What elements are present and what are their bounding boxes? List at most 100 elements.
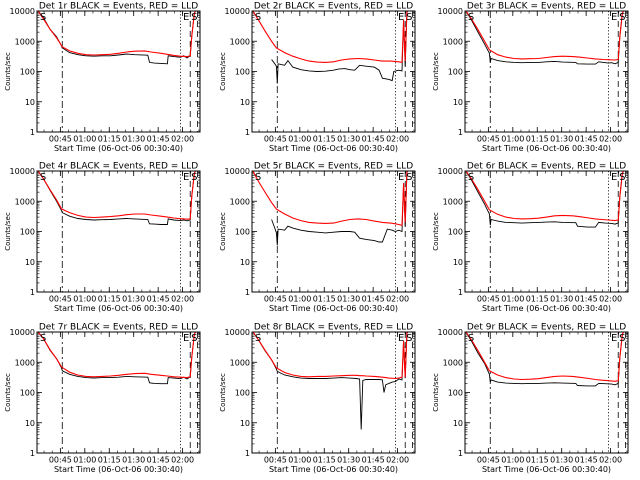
events-line [465,171,624,228]
x-tick-label: 00:45 [264,295,287,304]
y-tick-label: 100 [20,228,35,237]
detector-plot-4: Det 4r BLACK = Events, RED = LLD 1 10 100 10… [4,162,201,313]
x-tick-label: 01:00 [288,135,311,144]
x-tick-label: 02:00 [386,295,409,304]
y-tick-label: 10000 [10,167,35,176]
x-tick-label: 01:30 [550,456,573,465]
x-tick-label: 01:15 [526,456,549,465]
detector-plot-2: Det 2r BLACK = Events, RED = LLD 1 10 100 10… [219,2,416,153]
y-tick-label: 10000 [10,7,35,16]
y-tick-label: 10000 [225,7,250,16]
plot-frame [464,331,629,454]
corner-mark: E [398,333,404,344]
y-tick-label: 100 [20,68,35,77]
y-axis-label: Counts/sec [432,212,440,251]
detector-plot-5: Det 5r BLACK = Events, RED = LLD 1 10 100 10… [219,162,416,313]
y-tick-label: 100 [20,389,35,398]
x-tick-label: 01:30 [337,295,360,304]
y-tick-label: 1000 [15,197,35,206]
y-tick-label: 100 [235,389,250,398]
events-line [252,332,409,430]
corner-mark: E [611,172,617,183]
plot-frame [464,170,629,293]
x-tick-label: 00:45 [264,135,287,144]
corner-mark: E [611,12,617,23]
x-tick-label: 00:45 [477,295,500,304]
x-tick-label: 00:45 [49,135,72,144]
y-axis-label: Counts/sec [4,373,12,412]
x-axis-label: Start Time (06-Oct-06 00:30:40) [54,465,183,474]
x-tick-label: 01:00 [501,135,524,144]
y-tick-label: 1 [458,288,463,297]
y-tick-label: 100 [448,228,463,237]
plot-frame [36,170,201,293]
y-tick-label: 1 [458,449,463,458]
y-axis-label: Counts/sec [219,212,227,251]
x-tick-label: 01:15 [313,295,336,304]
corner-mark: S [406,333,412,344]
plot-frame [251,170,416,293]
x-tick-label: 01:00 [501,295,524,304]
corner-mark: S [191,333,197,344]
x-tick-label: 01:30 [122,295,145,304]
y-axis-label: Counts/sec [432,52,440,91]
lld-line [252,332,409,380]
y-tick-label: 10 [453,419,463,428]
events-line [465,332,624,387]
y-tick-label: 1 [245,128,250,137]
corner-mark: E [398,12,404,23]
x-tick-label: 02:00 [599,456,622,465]
y-tick-label: 10 [25,98,35,107]
x-tick-label: 02:00 [171,135,194,144]
x-tick-label: 01:30 [122,456,145,465]
plot-title: Det 2r BLACK = Events, RED = LLD [254,2,413,12]
plot-frame [251,10,416,133]
lld-line [465,11,624,61]
y-tick-label: 1000 [15,37,35,46]
y-tick-label: 100 [235,228,250,237]
y-tick-label: 10 [240,98,250,107]
x-tick-label: 01:00 [73,456,96,465]
corner-mark: E [183,172,189,183]
y-tick-label: 1000 [443,358,463,367]
y-axis-label: Counts/sec [219,52,227,91]
y-tick-label: 10000 [438,167,463,176]
x-tick-label: 00:45 [477,135,500,144]
x-tick-label: 01:30 [337,135,360,144]
events-line [37,332,196,385]
plot-title: Det 9r BLACK = Events, RED = LLD [467,323,626,333]
y-tick-label: 100 [448,68,463,77]
x-tick-label: 01:45 [575,295,598,304]
corner-mark: S [191,172,197,183]
x-tick-label: 01:45 [147,295,170,304]
y-tick-label: 1000 [15,358,35,367]
y-tick-label: 1000 [443,197,463,206]
y-tick-label: 10000 [225,328,250,337]
events-line [271,171,409,246]
corner-mark: E [183,333,189,344]
x-tick-label: 02:00 [386,135,409,144]
corner-mark: S [468,333,474,344]
x-tick-label: 01:15 [98,295,121,304]
x-tick-label: 00:45 [49,295,72,304]
x-tick-label: 02:00 [599,135,622,144]
y-tick-label: 10 [453,258,463,267]
x-axis-label: Start Time (06-Oct-06 00:30:40) [269,304,398,313]
x-tick-label: 01:45 [362,456,385,465]
y-tick-label: 10000 [10,328,35,337]
x-axis-label: Start Time (06-Oct-06 00:30:40) [269,144,398,153]
plot-title: Det 3r BLACK = Events, RED = LLD [467,2,626,12]
x-tick-label: 01:00 [501,456,524,465]
x-tick-label: 01:45 [147,456,170,465]
x-tick-label: 01:00 [288,295,311,304]
y-tick-label: 10 [25,419,35,428]
y-tick-label: 10 [240,419,250,428]
plot-frame [251,331,416,454]
y-tick-label: 100 [235,68,250,77]
lld-line [252,11,409,64]
x-tick-label: 01:15 [526,135,549,144]
x-tick-label: 01:45 [575,456,598,465]
corner-mark: S [255,333,261,344]
y-tick-label: 1 [458,128,463,137]
